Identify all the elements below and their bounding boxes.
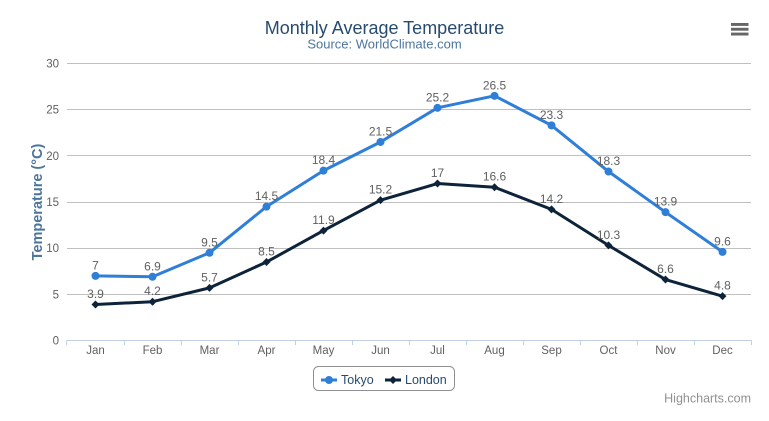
- svg-text:15.2: 15.2: [369, 183, 393, 197]
- svg-text:18.4: 18.4: [312, 153, 336, 167]
- svg-text:25: 25: [46, 105, 59, 117]
- svg-text:Nov: Nov: [655, 345, 676, 357]
- svg-text:Mar: Mar: [200, 345, 220, 357]
- svg-text:14.2: 14.2: [540, 192, 564, 206]
- svg-text:15: 15: [46, 197, 59, 209]
- svg-text:14.5: 14.5: [255, 189, 279, 203]
- svg-text:3.9: 3.9: [87, 287, 104, 301]
- svg-text:13.9: 13.9: [654, 195, 678, 209]
- svg-text:25.2: 25.2: [426, 90, 450, 104]
- svg-text:Sep: Sep: [541, 345, 561, 357]
- svg-text:23.3: 23.3: [540, 108, 564, 122]
- svg-text:5.7: 5.7: [201, 270, 218, 284]
- svg-text:6.9: 6.9: [144, 259, 161, 273]
- svg-text:10: 10: [46, 243, 59, 255]
- svg-text:0: 0: [53, 336, 59, 348]
- svg-text:Monthly Average Temperature: Monthly Average Temperature: [265, 18, 504, 38]
- svg-text:21.5: 21.5: [369, 124, 393, 138]
- svg-text:9.5: 9.5: [201, 235, 218, 249]
- svg-text:Jun: Jun: [371, 345, 390, 357]
- svg-text:Source: WorldClimate.com: Source: WorldClimate.com: [307, 37, 461, 52]
- svg-text:Oct: Oct: [600, 345, 619, 357]
- svg-text:7: 7: [92, 258, 99, 272]
- svg-text:5: 5: [53, 289, 59, 301]
- svg-text:6.6: 6.6: [657, 262, 674, 276]
- svg-text:Apr: Apr: [258, 345, 276, 357]
- svg-text:Highcharts.com: Highcharts.com: [664, 392, 751, 406]
- svg-text:16.6: 16.6: [483, 170, 507, 184]
- svg-text:26.5: 26.5: [483, 78, 507, 92]
- svg-text:4.2: 4.2: [144, 284, 161, 298]
- svg-text:8.5: 8.5: [258, 245, 275, 259]
- svg-text:Tokyo: Tokyo: [341, 373, 374, 387]
- svg-text:4.8: 4.8: [714, 279, 731, 293]
- svg-text:May: May: [313, 345, 335, 357]
- svg-text:20: 20: [46, 151, 59, 163]
- svg-text:Jul: Jul: [430, 345, 445, 357]
- svg-text:18.3: 18.3: [597, 154, 621, 168]
- svg-text:Dec: Dec: [712, 345, 733, 357]
- svg-text:Feb: Feb: [143, 345, 163, 357]
- svg-text:30: 30: [46, 59, 59, 71]
- svg-text:9.6: 9.6: [714, 234, 731, 248]
- svg-text:10.3: 10.3: [597, 228, 621, 242]
- svg-text:17: 17: [431, 166, 445, 180]
- svg-text:Aug: Aug: [484, 345, 504, 357]
- svg-text:Jan: Jan: [86, 345, 105, 357]
- svg-text:London: London: [405, 373, 447, 387]
- svg-text:Temperature (°C): Temperature (°C): [30, 143, 46, 260]
- svg-text:11.9: 11.9: [312, 213, 335, 227]
